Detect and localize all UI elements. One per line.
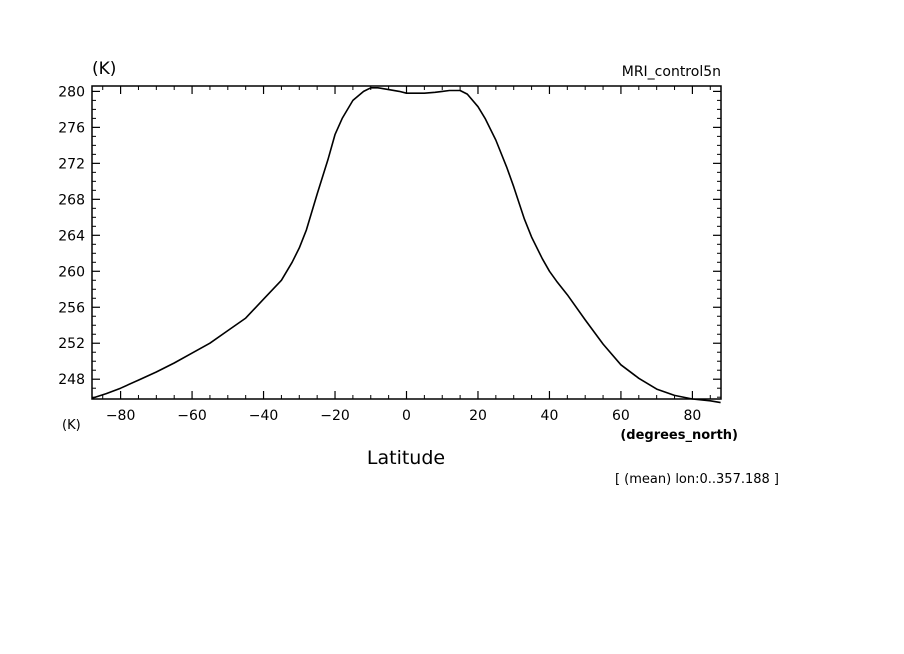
x-tick-label: 60 <box>612 408 630 424</box>
y-tick-label: 280 <box>58 84 85 100</box>
x-tick-label: 80 <box>683 408 701 424</box>
x-tick-label: −20 <box>320 408 350 424</box>
series-line <box>92 87 721 404</box>
x-tick-label: 0 <box>402 408 411 424</box>
y-units-bottom: (K) <box>62 418 81 433</box>
y-tick-label: 248 <box>58 372 85 388</box>
y-tick-label: 260 <box>58 264 85 280</box>
x-axis-title: Latitude <box>367 447 445 469</box>
x-tick-label: 20 <box>469 408 487 424</box>
x-units: (degrees_north) <box>620 428 738 443</box>
x-tick-label: −80 <box>106 408 136 424</box>
x-tick-label: −40 <box>249 408 279 424</box>
y-units-top: (K) <box>92 59 116 79</box>
y-tick-label: 268 <box>58 192 85 208</box>
y-tick-label: 272 <box>58 156 85 172</box>
chart-title: MRI_control5n <box>622 64 721 80</box>
y-tick-label: 264 <box>58 228 85 244</box>
x-tick-label: 40 <box>541 408 559 424</box>
y-tick-label: 256 <box>58 300 85 316</box>
x-tick-label: −60 <box>177 408 207 424</box>
mean-note: [ (mean) lon:0..357.188 ] <box>615 472 779 487</box>
y-tick-label: 252 <box>58 336 85 352</box>
y-tick-label: 276 <box>58 120 85 136</box>
plot-frame <box>91 85 722 400</box>
